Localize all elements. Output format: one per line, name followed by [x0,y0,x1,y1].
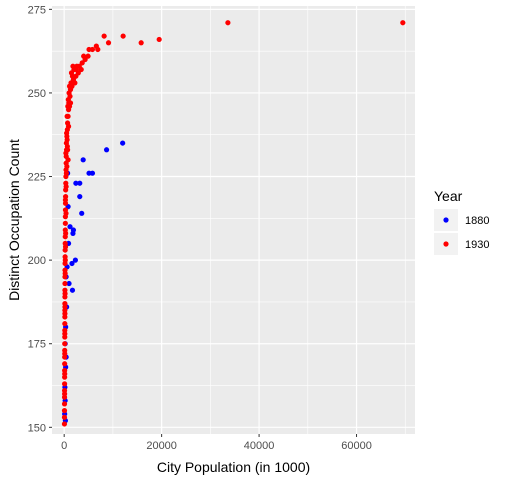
data-point-1930 [62,270,68,277]
legend-item-1880: 1880 [434,209,489,231]
data-point-1930 [101,33,107,39]
data-point-1930 [62,311,68,317]
data-point-1930 [70,63,76,69]
data-point-1930 [63,210,69,216]
data-point-1930 [64,163,70,170]
data-point-1930 [61,401,68,407]
data-point-1880 [103,147,110,153]
data-point-1930 [65,157,71,163]
data-point-1930 [156,36,162,43]
data-point-1930 [64,113,70,119]
y-tick-label: 275 [28,4,46,16]
minor-gridlines [52,6,415,434]
data-point-1930 [68,70,75,76]
data-point-1930 [63,170,69,176]
x-axis-ticks: 0 20000 40000 60000 [61,434,372,452]
x-tick-label: 0 [61,440,67,452]
series-1930 [61,20,406,427]
data-point-1930 [64,143,70,150]
data-point-1880 [69,260,75,267]
data-point-1930 [66,90,72,96]
y-tick-label: 225 [28,172,46,184]
data-point-1930 [61,381,68,387]
data-point-1930 [62,197,68,203]
legend-label-1880: 1880 [465,215,489,227]
data-point-1880 [69,287,76,293]
data-point-1880 [79,210,85,216]
data-point-1880 [80,157,86,163]
y-tick-label: 175 [28,339,46,351]
y-tick-label: 150 [28,422,46,434]
data-point-1880 [77,193,83,200]
data-points [61,20,406,427]
data-point-1930 [64,130,70,136]
legend-key-1880 [443,217,449,223]
data-point-1880 [73,180,79,186]
data-point-1930 [400,20,406,26]
legend-item-1930: 1930 [434,233,489,255]
x-axis-title: City Population (in 1000) [157,459,310,475]
data-point-1930 [61,421,68,427]
data-point-1930 [63,230,69,236]
data-point-1930 [85,53,91,59]
data-point-1930 [62,257,68,263]
x-tick-label: 40000 [244,440,275,452]
plot-panel [52,6,415,434]
data-point-1930 [62,244,69,250]
data-point-1880 [70,230,76,236]
data-point-1930 [62,351,68,357]
data-point-1930 [225,20,231,26]
data-point-1930 [62,220,68,226]
data-point-1930 [63,183,69,190]
data-point-1930 [62,391,68,397]
data-point-1930 [62,361,68,367]
legend-label-1930: 1930 [465,239,489,251]
data-point-1930 [61,414,68,420]
legend-title: Year [434,188,463,204]
data-point-1930 [62,304,68,310]
legend-key-1930 [443,241,449,247]
data-point-1930 [62,371,68,377]
data-point-1930 [64,137,70,143]
x-tick-label: 20000 [146,440,177,452]
y-tick-label: 200 [28,255,46,267]
data-point-1880 [120,140,126,146]
x-tick-label: 60000 [341,440,372,452]
data-point-1930 [79,60,85,66]
major-gridlines [52,6,415,434]
data-point-1880 [67,224,73,230]
data-point-1880 [86,170,92,176]
y-axis-title: Distinct Occupation Count [6,139,22,301]
y-tick-label: 250 [28,88,46,100]
data-point-1930 [65,123,72,129]
data-point-1930 [120,33,126,39]
data-point-1930 [62,321,68,327]
data-point-1930 [86,46,92,53]
data-point-1930 [66,83,73,89]
data-point-1880 [66,280,72,287]
data-point-1880 [72,257,78,263]
data-point-1930 [93,43,99,49]
data-point-1930 [138,40,144,46]
data-point-1930 [62,331,68,337]
data-point-1930 [67,100,74,106]
legend: Year 1880 1930 [434,188,489,255]
data-point-1930 [62,341,68,347]
data-point-1880 [77,180,83,186]
data-point-1930 [105,40,112,46]
data-point-1930 [73,66,79,73]
data-point-1930 [62,280,68,287]
data-point-1930 [62,290,68,297]
data-point-1930 [70,76,77,83]
data-point-1930 [61,407,68,414]
data-point-1930 [81,53,87,59]
y-axis-ticks: 150 175 200 225 250 275 [28,4,52,434]
